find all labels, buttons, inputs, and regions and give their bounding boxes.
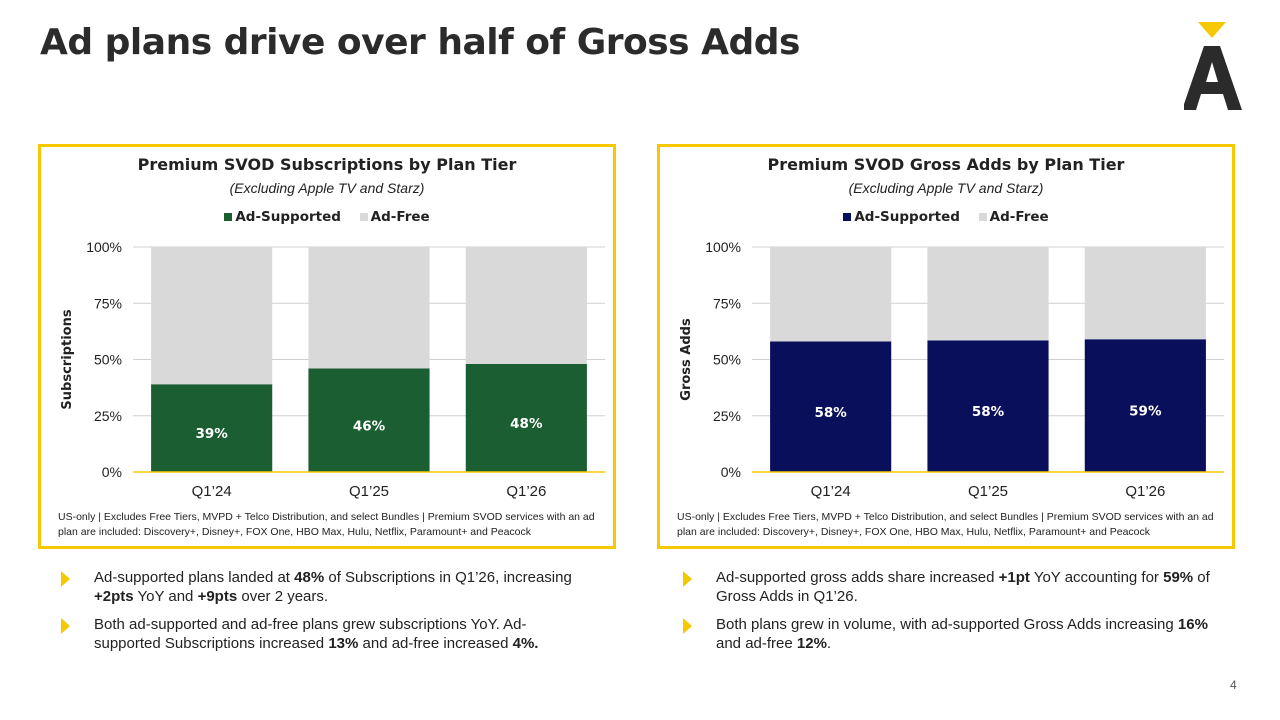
bullet-text: Both plans grew in volume, with ad-suppo…	[716, 616, 1178, 633]
legend-swatch-ad-free	[978, 213, 987, 221]
gross-adds-chart-panel: Premium SVOD Gross Adds by Plan Tier (Ex…	[657, 144, 1235, 549]
bullet-arrow-icon	[61, 618, 70, 634]
chart-title: Premium SVOD Gross Adds by Plan Tier	[767, 155, 1125, 174]
subscriptions-chart-panel: Premium SVOD Subscriptions by Plan Tier …	[38, 144, 616, 549]
bar-ad-free	[465, 247, 587, 364]
bar-ad-supported	[308, 368, 430, 472]
data-label: 58%	[972, 404, 1005, 420]
bullet-arrow-icon	[683, 571, 692, 587]
bar-ad-free	[308, 247, 430, 369]
bullet-text: of Subscriptions in Q1’26, increasing	[324, 569, 572, 586]
x-tick-label: Q1’26	[1125, 483, 1165, 500]
bullet-text: and ad-free increased	[358, 635, 513, 652]
bullet-highlight: +2pts	[94, 588, 134, 605]
bullet-highlight: 4%.	[512, 635, 539, 652]
bullet-highlight: 12%	[796, 635, 827, 652]
legend-label: Ad-Supported	[235, 209, 341, 225]
x-tick-label: Q1’25	[349, 483, 389, 500]
subscriptions-takeaways: Ad-supported plans landed at 48% of Subs…	[58, 568, 588, 662]
y-tick-label: 100%	[86, 239, 122, 255]
bullet-point: Both plans grew in volume, with ad-suppo…	[680, 615, 1210, 653]
bullet-highlight: +9pts	[197, 588, 238, 605]
gross-adds-takeaways: Ad-supported gross adds share increased …	[680, 568, 1210, 662]
data-label: 39%	[196, 426, 229, 442]
company-logo	[1184, 22, 1242, 110]
bullet-arrow-icon	[683, 618, 692, 634]
bullet-text: Ad-supported gross adds share increased	[716, 569, 999, 586]
x-tick-label: Q1’25	[968, 483, 1008, 500]
bullet-arrow-icon	[61, 571, 70, 587]
y-tick-label: 100%	[705, 239, 741, 255]
bullet-highlight: 59%	[1163, 569, 1194, 586]
bullet-highlight: 48%	[294, 569, 325, 586]
x-tick-label: Q1’26	[506, 483, 546, 500]
bullet-text: .	[826, 635, 832, 652]
bullet-text: over 2 years.	[237, 588, 329, 605]
x-tick-label: Q1’24	[811, 483, 851, 500]
y-axis-title: Gross Adds	[679, 318, 694, 401]
bar-ad-free	[1084, 247, 1206, 340]
chart-footnote: US-only | Excludes Free Tiers, MVPD + Te…	[58, 511, 595, 538]
legend-item-ad-free: Ad-Free	[359, 209, 430, 225]
bar-ad-free	[927, 247, 1049, 341]
subscriptions-bar-chart: 0% 25% 50% 75% 100% Subscriptions 39% Q1’24 46% Q…	[60, 239, 605, 500]
bar-ad-supported	[465, 364, 587, 472]
bar-ad-supported	[927, 340, 1049, 472]
legend-label: Ad-Free	[370, 209, 430, 225]
legend-swatch-ad-free	[359, 213, 368, 221]
y-tick-label: 25%	[94, 408, 122, 424]
page-number: 4	[1230, 678, 1237, 692]
chart-subtitle: (Excluding Apple TV and Starz)	[848, 180, 1044, 196]
chart-legend: Ad-Supported Ad-Free	[41, 209, 613, 225]
legend-item-ad-supported: Ad-Supported	[224, 209, 341, 225]
bar-ad-free	[770, 247, 892, 342]
bullet-text: Ad-supported plans landed at	[94, 569, 295, 586]
legend-swatch-ad-supported	[843, 213, 852, 221]
bullet-highlight: 16%	[1177, 616, 1208, 633]
chart-footnote: US-only | Excludes Free Tiers, MVPD + Te…	[677, 511, 1214, 538]
bar-ad-supported	[1084, 339, 1206, 472]
chart-title: Premium SVOD Subscriptions by Plan Tier	[137, 155, 517, 174]
bullet-point: Ad-supported plans landed at 48% of Subs…	[58, 568, 588, 606]
bar-ad-supported	[770, 341, 892, 472]
slide-title: Ad plans drive over half of Gross Adds	[40, 22, 800, 63]
bar-ad-free	[151, 247, 273, 385]
bullet-text: and ad-free	[716, 635, 797, 652]
x-tick-label: Q1’24	[192, 483, 232, 500]
bullet-point: Both ad-supported and ad-free plans grew…	[58, 615, 588, 653]
bullet-text: Both ad-supported and ad-free plans grew…	[94, 616, 527, 652]
legend-swatch-ad-supported	[224, 213, 233, 221]
bullet-point: Ad-supported gross adds share increased …	[680, 568, 1210, 606]
legend-item-ad-supported: Ad-Supported	[843, 209, 960, 225]
y-tick-label: 75%	[713, 295, 741, 311]
bullet-text: YoY and	[133, 588, 198, 605]
y-tick-label: 0%	[102, 464, 122, 480]
legend-item-ad-free: Ad-Free	[978, 209, 1049, 225]
y-tick-label: 50%	[94, 352, 122, 368]
legend-label: Ad-Free	[989, 209, 1049, 225]
bar-ad-supported	[151, 384, 273, 472]
data-label: 46%	[353, 418, 386, 434]
bullet-highlight: +1pt	[998, 569, 1030, 586]
data-label: 59%	[1129, 404, 1162, 420]
chart-subtitle: (Excluding Apple TV and Starz)	[229, 180, 425, 196]
y-tick-label: 25%	[713, 408, 741, 424]
data-label: 48%	[510, 416, 543, 432]
bullet-text: YoY accounting for	[1029, 569, 1164, 586]
chart-legend: Ad-Supported Ad-Free	[660, 209, 1232, 225]
y-axis-title: Subscriptions	[60, 309, 75, 409]
gross-adds-bar-chart: 0% 25% 50% 75% 100% Gross Adds 58% Q1’24 58% Q1’2…	[679, 239, 1224, 500]
legend-label: Ad-Supported	[854, 209, 960, 225]
data-label: 58%	[815, 405, 848, 421]
y-tick-label: 50%	[713, 352, 741, 368]
y-tick-label: 75%	[94, 295, 122, 311]
bullet-text: of Gross Adds in Q1’26.	[716, 569, 1210, 605]
bullet-highlight: 13%	[328, 635, 359, 652]
y-tick-label: 0%	[721, 464, 741, 480]
